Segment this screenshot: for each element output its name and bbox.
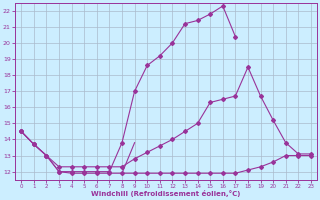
X-axis label: Windchill (Refroidissement éolien,°C): Windchill (Refroidissement éolien,°C): [92, 190, 241, 197]
